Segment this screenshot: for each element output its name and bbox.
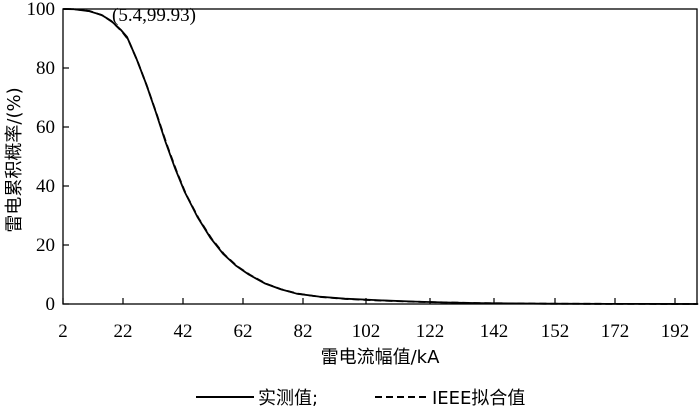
y-tick-label: 20 [36, 235, 55, 256]
annotation-label: (5.4,99.93) [112, 5, 196, 26]
y-tick-label: 60 [36, 117, 55, 138]
x-tick-label: 42 [174, 321, 193, 342]
y-tick-label: 100 [27, 0, 56, 20]
series-line-measured [62, 8, 698, 305]
x-tick-label: 152 [541, 321, 570, 342]
x-tick-label: 122 [416, 321, 445, 342]
x-tick-label: 62 [234, 321, 253, 342]
x-tick-label: 82 [294, 321, 313, 342]
y-tick-label: 0 [46, 294, 56, 315]
y-tick-label: 40 [36, 176, 55, 197]
legend: 实测值; IEEE拟合值 [196, 388, 525, 409]
series-line-ieee [64, 8, 699, 305]
y-axis-title: 雷电累积概率/(%) [4, 87, 25, 232]
x-axis-title: 雷电流幅值/kA [321, 347, 440, 368]
y-tick-label: 80 [36, 58, 55, 79]
plot-frame [62, 8, 698, 305]
x-tick-label: 102 [352, 321, 381, 342]
x-tick-label: 172 [601, 321, 630, 342]
x-tick-label: 2 [58, 321, 68, 342]
x-tick-label: 142 [480, 321, 509, 342]
x-tick-label: 192 [661, 321, 690, 342]
legend-label-measured: 实测值; [258, 388, 318, 409]
series-layer [62, 8, 699, 305]
plot-border [62, 8, 698, 305]
x-axis-ticks: 2 22 42 62 82 102 122 142 152 172 192 [58, 298, 689, 342]
legend-label-ieee: IEEE拟合值 [432, 388, 525, 409]
x-tick-label: 22 [114, 321, 133, 342]
